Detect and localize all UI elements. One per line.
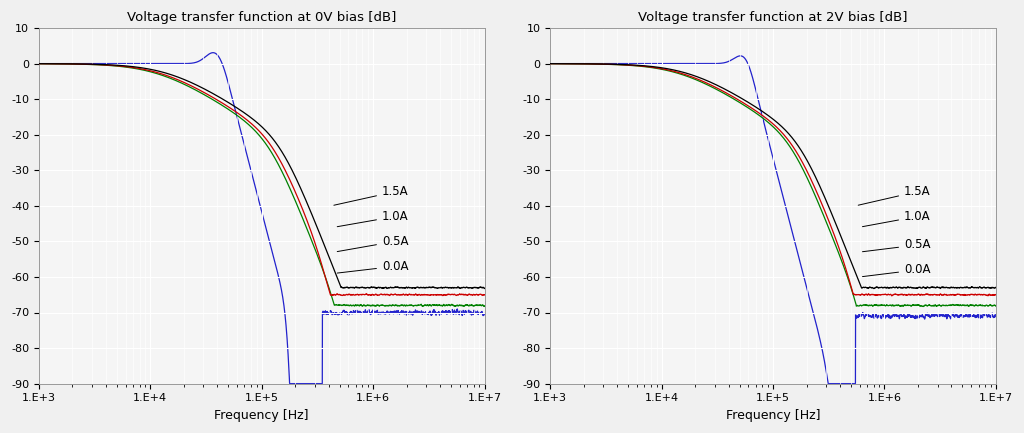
Text: 0.5A: 0.5A	[337, 235, 409, 252]
Text: 1.0A: 1.0A	[337, 210, 409, 227]
Text: 0.0A: 0.0A	[862, 263, 931, 277]
Title: Voltage transfer function at 0V bias [dB]: Voltage transfer function at 0V bias [dB…	[127, 11, 396, 24]
Text: 0.0A: 0.0A	[337, 260, 409, 273]
X-axis label: Frequency [Hz]: Frequency [Hz]	[214, 409, 309, 422]
X-axis label: Frequency [Hz]: Frequency [Hz]	[726, 409, 820, 422]
Text: 1.5A: 1.5A	[858, 185, 931, 205]
Text: 1.5A: 1.5A	[334, 185, 409, 205]
Title: Voltage transfer function at 2V bias [dB]: Voltage transfer function at 2V bias [dB…	[638, 11, 908, 24]
Text: 0.5A: 0.5A	[862, 239, 931, 252]
Text: 1.0A: 1.0A	[862, 210, 931, 226]
